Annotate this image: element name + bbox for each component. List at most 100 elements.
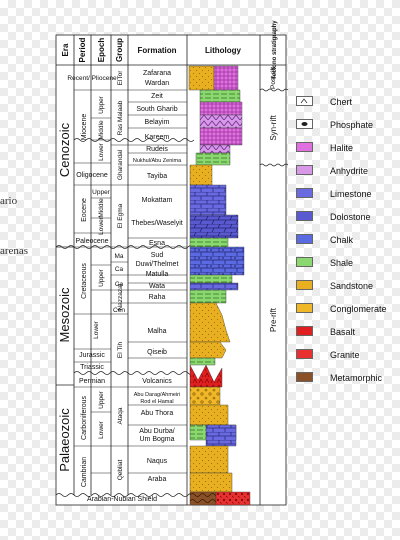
halite-layer (199, 127, 243, 146)
unconformity-lines (55, 88, 289, 497)
formation-label: Matulla (146, 271, 169, 278)
header-formation: Formation (137, 46, 176, 55)
formation-label: Esna (149, 240, 165, 247)
legend-label-phosphate: Phosphate (330, 120, 374, 130)
legend-label-chert: Chert (330, 97, 353, 107)
epoch-label: Upper (98, 95, 105, 114)
limestone-layer (189, 184, 227, 216)
metamorphic-swatch (296, 372, 313, 382)
dolostone-layer (189, 214, 239, 239)
group-label: Cen (113, 307, 125, 314)
group-boundaries (111, 89, 128, 447)
formation-label: Malha (147, 328, 166, 335)
header-tectono-stratigraphy: Tectono stratigraphy (272, 20, 278, 80)
era-boundaries (56, 246, 74, 386)
formation-label: Um Bogma (139, 436, 174, 443)
header-period: Period (78, 37, 87, 62)
group-label: Ca (115, 266, 124, 273)
epoch-label: Upper (98, 390, 105, 409)
period-boundaries (74, 89, 111, 474)
legend-label-sandstone: Sandstone (330, 281, 374, 291)
header-group: Group (115, 38, 124, 62)
sand-layer (189, 404, 229, 426)
period-label: Recent/ Pliocene (67, 75, 117, 82)
epoch-label: Lower (93, 320, 100, 339)
era-label: Mesozoic (57, 287, 72, 342)
sand-layer (189, 164, 213, 186)
formation-label: Abu Darag/Ahmeiri (134, 392, 180, 398)
conglomerate-swatch (296, 303, 313, 313)
period-label: Permian (79, 378, 105, 385)
formation-label: Rudeis (146, 146, 168, 153)
legend-label-shale: Shale (330, 258, 354, 268)
period-label: Paleocene (75, 238, 108, 245)
formation-label: Abu Durba/ (139, 428, 174, 435)
sand-layer (189, 445, 229, 474)
dolostone-swatch (296, 211, 313, 221)
epoch-label: Lower (98, 420, 105, 439)
legend-label-halite: Halite (330, 143, 354, 153)
tectono-label: Pre-rift (269, 307, 278, 332)
formation-label: Wardan (145, 80, 169, 87)
header-era: Era (61, 43, 70, 56)
group-label: Gharandal (117, 149, 124, 180)
conglomerate-layer (189, 386, 221, 406)
group-label: El Tih (117, 341, 124, 358)
epoch-label: Lower (98, 216, 105, 235)
period-label: Triassic (80, 364, 104, 371)
formation-label: Arabian-Nubian Shield (87, 496, 157, 503)
shale-layer (189, 274, 233, 284)
group-label: Ca (115, 281, 124, 288)
legend-label-granite: Granite (330, 350, 360, 360)
basalt-swatch (296, 326, 313, 336)
formation-label: Duwi/Thelmet (136, 261, 179, 268)
legend-label-conglomerate: Conglomerate (330, 304, 387, 314)
halite-layer (213, 65, 239, 91)
halite-swatch (296, 142, 313, 152)
group-label: Nazzazat (117, 283, 124, 310)
formation-label: Naqus (147, 458, 168, 465)
epoch-label: Middle (98, 120, 105, 140)
legend-label-metamorphic: Metamorphic (330, 373, 383, 383)
legend-label-anhydrite: Anhydrite (330, 166, 369, 176)
period-label: Jurassic (79, 352, 105, 359)
legend-label-limestone: Limestone (330, 189, 372, 199)
formation-label: Nukhul/Abu Zenima (133, 158, 182, 164)
group-label: El Egma (117, 203, 124, 228)
legend-label-basalt: Basalt (330, 327, 356, 337)
formation-label: Araba (148, 476, 167, 483)
period-label: Carboniferous (81, 396, 88, 440)
phosphate-swatch (296, 119, 313, 129)
epoch-label: Upper (98, 268, 105, 287)
tectono-label: Syn-rift (269, 115, 278, 141)
tectono-label: Post rift (270, 67, 277, 89)
shale-layer (189, 237, 229, 248)
anhydrite-layer (199, 114, 243, 129)
chalk-layer (189, 246, 245, 276)
shale-layer (199, 89, 241, 103)
group-label: ElTor (117, 70, 124, 86)
header-epoch: Epoch (97, 38, 106, 63)
granite-swatch (296, 349, 313, 359)
era-label: Cenozoic (57, 122, 72, 177)
chert-swatch (296, 96, 313, 106)
limestone-layer (205, 424, 237, 447)
lithology-column (188, 65, 251, 506)
period-label: Miocene (81, 114, 88, 141)
limestone-layer (189, 282, 239, 291)
sand-layer (189, 341, 227, 359)
formation-label: Abu Thora (141, 410, 174, 417)
period-label: Oligocene (76, 172, 108, 179)
epoch-label: Lower (98, 142, 105, 161)
group-label: Ataqa (117, 407, 124, 424)
header-lithology: Lithology (205, 46, 242, 55)
sandstone-swatch (296, 280, 313, 290)
period-label: Cambrian (81, 457, 88, 487)
shale-layer (189, 289, 227, 304)
sand-layer (189, 472, 233, 493)
shale-swatch (296, 257, 313, 267)
formation-label: Wata (149, 283, 165, 290)
shale-layer (189, 357, 216, 366)
formation-label: Raha (149, 294, 166, 301)
